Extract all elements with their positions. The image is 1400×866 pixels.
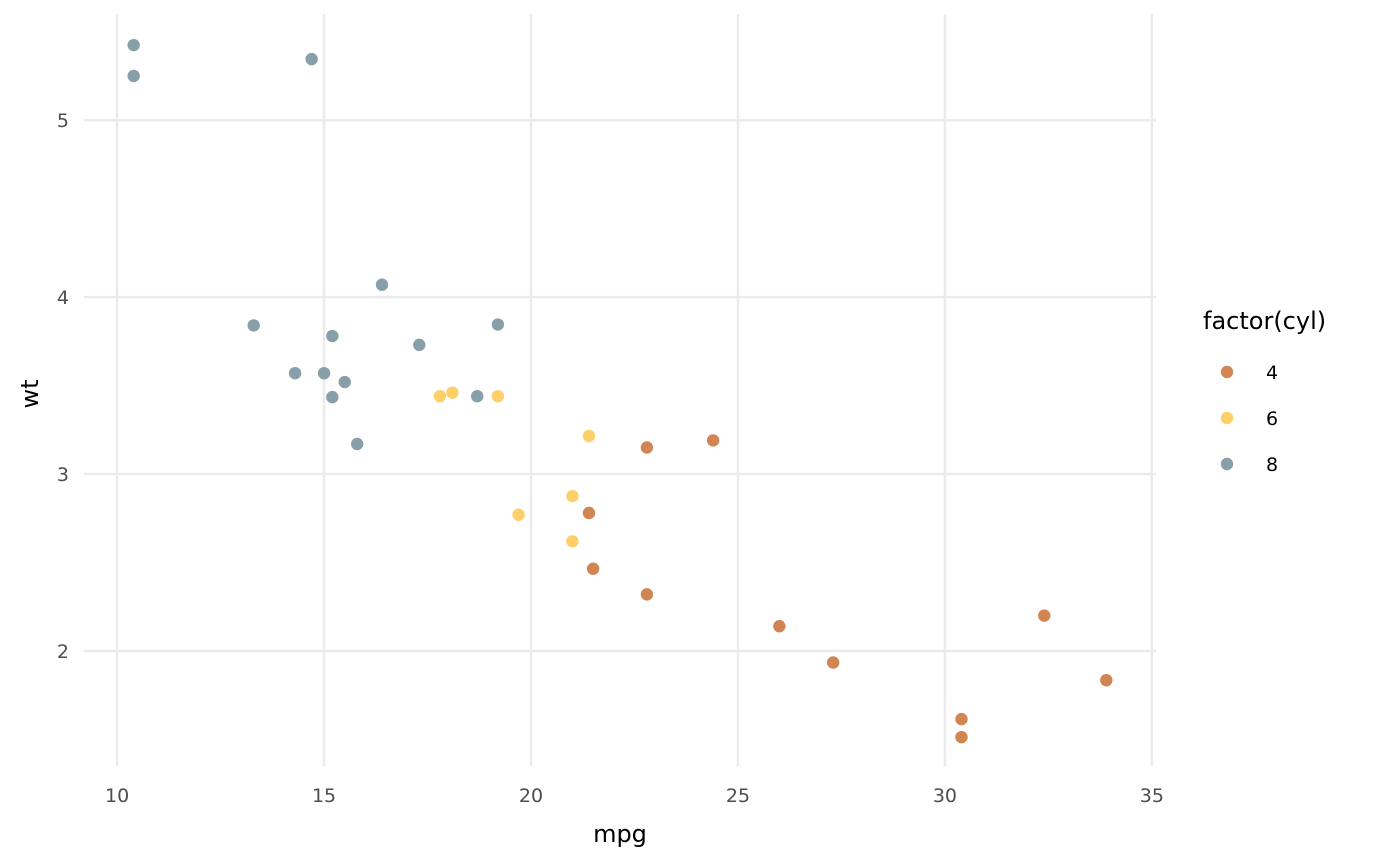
data-points (127, 38, 1113, 744)
y-tick-label: 5 (57, 110, 69, 132)
data-point-cyl-6 (433, 389, 447, 403)
data-point-cyl-6 (566, 535, 579, 548)
legend-key-4 (1220, 365, 1234, 379)
x-tick-label: 30 (933, 785, 957, 807)
legend: factor(cyl) 4 6 8 (1203, 307, 1326, 476)
data-point-cyl-8 (326, 329, 339, 343)
data-point-cyl-4 (1100, 673, 1113, 687)
data-point-cyl-4 (773, 620, 786, 633)
data-point-cyl-8 (350, 437, 364, 451)
x-tick-label: 20 (519, 785, 543, 807)
axis-ticks: 10 15 20 25 30 35 2 3 4 5 (57, 110, 1164, 807)
data-point-cyl-8 (471, 389, 484, 403)
data-point-cyl-8 (317, 366, 331, 380)
x-tick-label: 35 (1140, 785, 1164, 807)
data-point-cyl-4 (955, 712, 968, 726)
data-point-cyl-8 (413, 338, 426, 352)
x-axis-title: mpg (593, 820, 647, 848)
data-point-cyl-6 (582, 429, 596, 443)
data-point-cyl-8 (305, 52, 318, 66)
legend-label-8: 8 (1266, 454, 1278, 476)
legend-label-4: 4 (1266, 362, 1278, 384)
data-point-cyl-8 (288, 366, 302, 380)
x-tick-label: 25 (726, 785, 750, 807)
data-point-cyl-6 (512, 508, 525, 521)
data-point-cyl-4 (955, 730, 968, 744)
y-tick-label: 3 (57, 464, 69, 486)
y-axis-title: wt (16, 379, 44, 408)
data-point-cyl-8 (247, 319, 260, 332)
data-point-cyl-4 (582, 506, 596, 520)
data-point-cyl-4 (1038, 609, 1051, 622)
data-point-cyl-4 (640, 441, 654, 454)
x-tick-label: 10 (105, 785, 129, 807)
data-point-cyl-8 (127, 38, 140, 52)
data-point-cyl-6 (446, 386, 459, 399)
data-point-cyl-8 (326, 390, 339, 404)
x-tick-label: 15 (312, 785, 336, 807)
data-point-cyl-8 (375, 278, 389, 291)
legend-key-8 (1220, 457, 1234, 471)
legend-label-6: 6 (1266, 408, 1278, 430)
legend-title: factor(cyl) (1203, 307, 1326, 335)
data-point-cyl-8 (491, 318, 505, 331)
data-point-cyl-4 (586, 562, 600, 575)
data-point-cyl-6 (491, 389, 505, 403)
y-tick-label: 2 (57, 641, 69, 663)
data-point-cyl-4 (826, 656, 840, 669)
data-point-cyl-4 (640, 588, 654, 601)
grid (84, 14, 1156, 766)
data-point-cyl-8 (127, 69, 140, 83)
data-point-cyl-4 (706, 434, 720, 447)
y-tick-label: 4 (57, 287, 69, 309)
legend-key-6 (1220, 411, 1234, 425)
data-point-cyl-6 (566, 489, 579, 503)
data-point-cyl-8 (338, 375, 351, 389)
